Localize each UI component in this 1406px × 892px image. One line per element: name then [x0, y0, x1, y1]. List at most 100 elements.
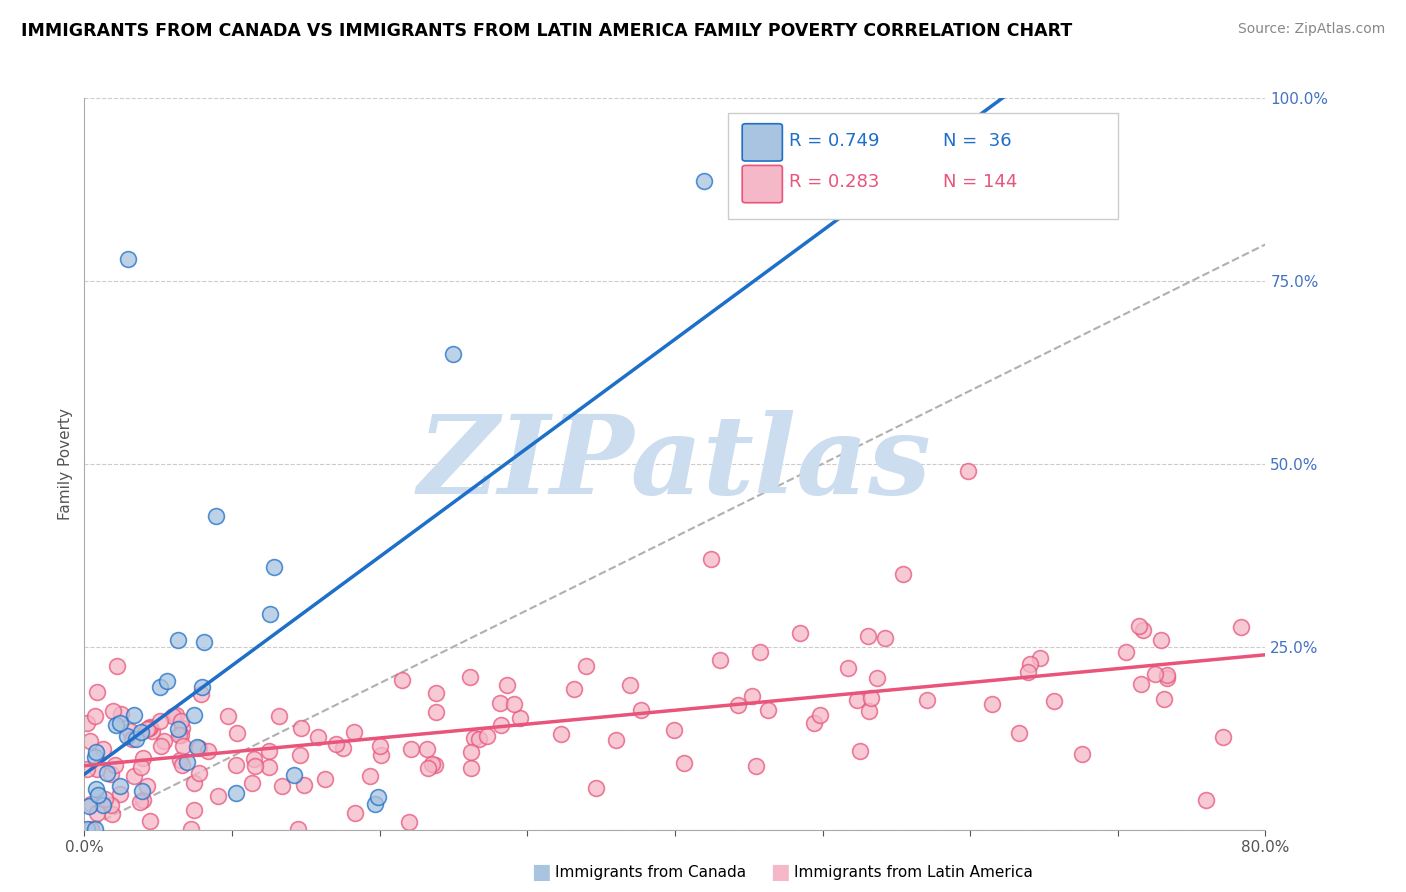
Point	[263, 560, 285, 574]
Point	[162, 708, 184, 723]
Text: IMMIGRANTS FROM CANADA VS IMMIGRANTS FROM LATIN AMERICA FAMILY POVERTY CORRELATI: IMMIGRANTS FROM CANADA VS IMMIGRANTS FRO…	[21, 22, 1073, 40]
Point	[1212, 730, 1234, 744]
Point	[1153, 692, 1175, 706]
Point	[860, 691, 883, 706]
Point	[458, 670, 481, 684]
Point	[139, 721, 162, 735]
Text: ■: ■	[770, 863, 790, 882]
Point	[307, 730, 329, 744]
Point	[314, 772, 336, 787]
Point	[170, 729, 193, 743]
Point	[489, 718, 512, 732]
Point	[463, 731, 485, 745]
Point	[243, 752, 266, 766]
Point	[745, 758, 768, 772]
Point	[110, 715, 132, 730]
Point	[180, 822, 202, 836]
Point	[86, 805, 108, 820]
Point	[709, 653, 731, 667]
Point	[502, 697, 524, 711]
Point	[207, 789, 229, 803]
Text: N = 144: N = 144	[943, 173, 1018, 191]
Point	[1071, 747, 1094, 762]
Point	[1132, 623, 1154, 637]
Point	[1029, 650, 1052, 665]
FancyBboxPatch shape	[742, 165, 782, 202]
Point	[141, 723, 163, 738]
Point	[288, 748, 311, 763]
Point	[837, 661, 859, 675]
Point	[423, 757, 446, 772]
Point	[76, 762, 98, 776]
Point	[94, 792, 117, 806]
Point	[1130, 677, 1153, 691]
Point	[129, 724, 152, 739]
Point	[187, 766, 209, 780]
Point	[86, 762, 108, 776]
Point	[169, 754, 191, 768]
Point	[468, 731, 491, 746]
Point	[693, 174, 716, 188]
Point	[132, 751, 155, 765]
Point	[789, 625, 811, 640]
Point	[488, 697, 510, 711]
Point	[83, 709, 105, 723]
Point	[172, 758, 194, 772]
Point	[866, 672, 889, 686]
Point	[891, 566, 914, 581]
Point	[191, 680, 214, 694]
Point	[100, 767, 122, 781]
Point	[110, 779, 132, 793]
Point	[225, 725, 247, 739]
Point	[93, 797, 115, 812]
Point	[1156, 667, 1178, 681]
Point	[190, 687, 212, 701]
Point	[83, 750, 105, 764]
Point	[550, 726, 572, 740]
Point	[91, 741, 114, 756]
Point	[103, 704, 125, 718]
Point	[115, 729, 138, 743]
Point	[150, 739, 173, 753]
Point	[83, 822, 105, 836]
Point	[873, 631, 896, 645]
Point	[183, 708, 205, 723]
Point	[84, 745, 107, 759]
Point	[245, 758, 267, 772]
Point	[287, 822, 309, 836]
Point	[104, 758, 127, 772]
Point	[131, 760, 153, 774]
Point	[1115, 644, 1137, 658]
Point	[1150, 633, 1173, 648]
Point	[110, 706, 132, 721]
Point	[217, 709, 239, 723]
Point	[808, 707, 831, 722]
Point	[980, 697, 1002, 711]
Point	[183, 803, 205, 817]
Point	[915, 692, 938, 706]
Point	[509, 711, 531, 725]
Point	[367, 789, 389, 804]
Text: R = 0.749: R = 0.749	[789, 131, 880, 150]
Point	[332, 741, 354, 756]
Point	[257, 744, 280, 758]
Point	[1008, 725, 1031, 739]
Point	[100, 797, 122, 812]
Point	[149, 714, 172, 728]
Point	[87, 789, 110, 803]
Point	[1195, 793, 1218, 807]
Point	[1017, 665, 1039, 679]
Point	[756, 703, 779, 717]
Text: ZIPatlas: ZIPatlas	[418, 410, 932, 517]
Point	[370, 748, 392, 763]
Point	[122, 768, 145, 782]
Point	[662, 723, 685, 738]
Point	[425, 686, 447, 700]
Point	[564, 682, 586, 697]
Point	[108, 787, 131, 801]
Point	[136, 723, 159, 737]
Point	[673, 756, 696, 770]
Point	[858, 704, 880, 718]
Point	[398, 814, 420, 829]
Point	[846, 692, 869, 706]
